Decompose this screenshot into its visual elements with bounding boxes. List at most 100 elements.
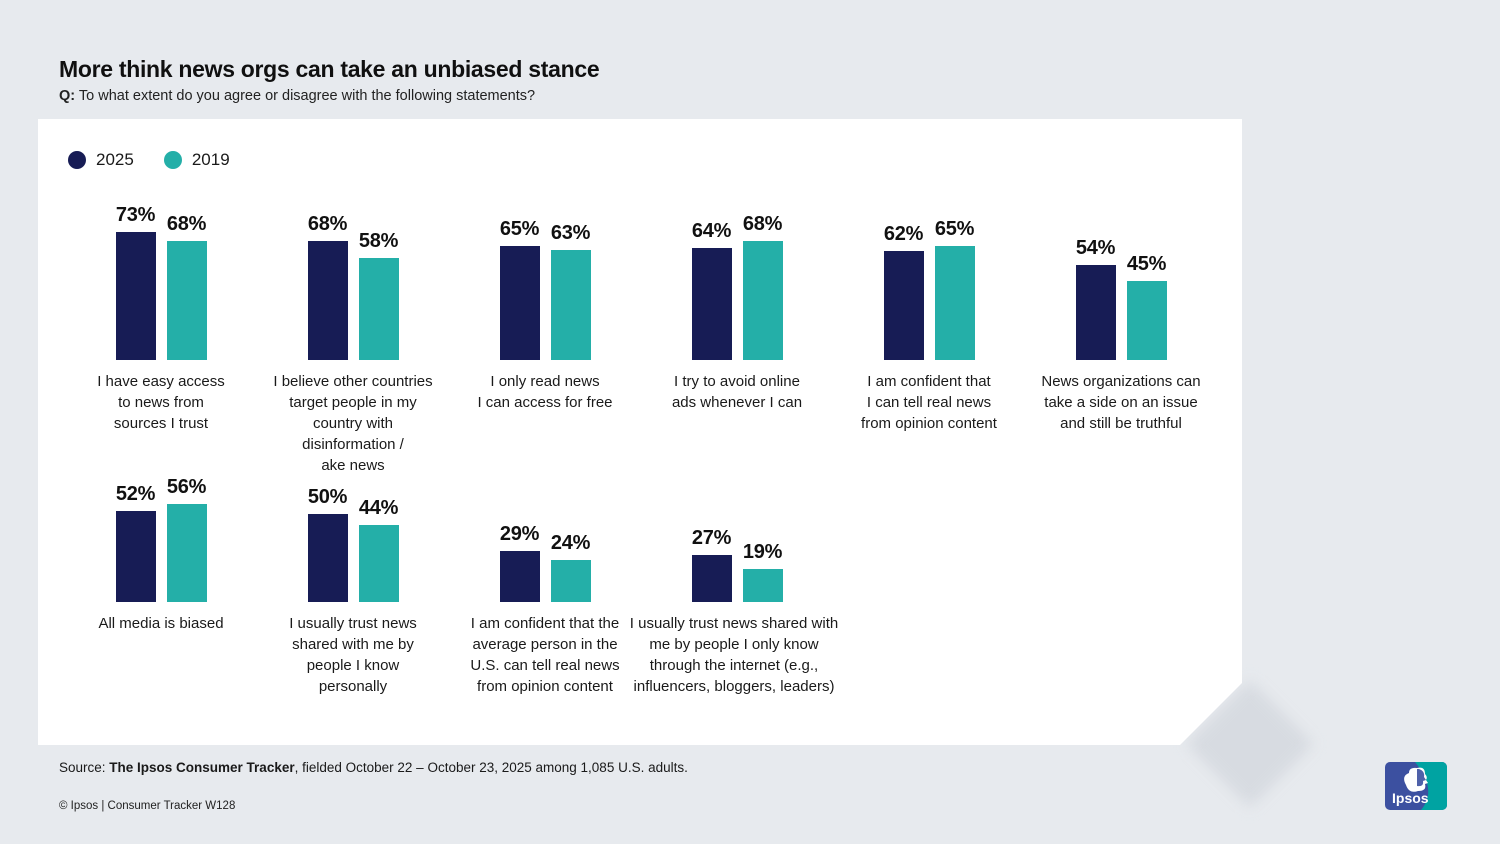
source-rest: , fielded October 22 – October 23, 2025 … [294,760,688,775]
chart-group: 27% 19% I usually trust news shared with m… [641,482,833,697]
value-label-2019: 68% [742,213,783,235]
group-label: I usually trust news shared with me by p… [289,615,417,695]
group-label: I am confident that I can tell real news… [861,373,997,432]
bar-2019 [167,504,207,602]
copyright-text: © Ipsos | Consumer Tracker W128 [59,800,236,812]
chart-row-1: 73% 68% I have easy access to news from so… [65,190,1217,476]
bar-column-2025: 50% [308,486,348,602]
chart-group: 65% 63% I only read news I can access for … [449,190,641,476]
legend: 2025 2019 [68,150,230,170]
value-label-2025: 64% [691,220,732,242]
value-label-2019: 24% [550,532,591,554]
bar-column-2019: 44% [359,497,399,602]
bar-column-2025: 27% [692,527,732,602]
logo-face-profile [1417,769,1426,787]
page-title: More think news orgs can take an unbiase… [59,56,600,82]
value-label-2019: 68% [166,213,207,235]
bar-pair: 68% 58% [308,190,399,360]
bar-column-2019: 45% [1127,253,1167,360]
legend-dot-2019 [164,151,182,169]
group-label: I try to avoid online ads whenever I can [671,373,803,411]
group-label: I only read news I can access for free [477,373,613,411]
bar-2025 [116,232,156,360]
logo-teal-half [1415,762,1447,810]
chart-row-2: 52% 56% All media is biased 50% 44% I usually… [65,482,833,697]
bar-column-2025: 68% [308,213,348,360]
chart-card: 2025 2019 73% 68% I have easy access to new… [38,119,1242,745]
chart-group: 73% 68% I have easy access to news from so… [65,190,257,476]
group-label: I am confident that the average person i… [470,615,620,695]
value-label-2019: 63% [550,222,591,244]
bar-2019 [359,258,399,360]
chart-group: 54% 45% News organizations can take a side… [1025,190,1217,476]
bar-column-2019: 58% [359,230,399,360]
legend-item-2025: 2025 [68,150,134,170]
source-prefix: Source: [59,760,110,775]
legend-label: 2019 [191,150,230,169]
value-label-2025: 27% [691,527,732,549]
group-label: I believe other countries target people … [273,373,433,474]
bar-column-2025: 64% [692,220,732,360]
value-label-2025: 62% [883,223,924,245]
question-body: To what extent do you agree or disagree … [75,88,536,104]
bar-column-2019: 68% [167,213,207,360]
question-text: Q: To what extent do you agree or disagr… [59,88,535,104]
bar-2019 [359,525,399,602]
legend-label: 2025 [96,150,134,169]
bar-column-2025: 62% [884,223,924,360]
bar-2025 [884,251,924,360]
value-label-2019: 45% [1126,253,1167,275]
value-label-2025: 68% [307,213,348,235]
bar-2019 [167,241,207,360]
bar-2025 [692,555,732,602]
source-line: Source: The Ipsos Consumer Tracker, fiel… [59,760,688,775]
bar-2025 [116,511,156,602]
value-label-2025: 29% [499,523,540,545]
bar-pair: 62% 65% [884,190,975,360]
bar-column-2025: 65% [500,218,540,360]
bar-2019 [551,250,591,360]
bar-pair: 29% 24% [500,482,591,602]
chart-group: 68% 58% I believe other countries target p… [257,190,449,476]
bar-pair: 27% 19% [692,482,783,602]
bar-pair: 50% 44% [308,482,399,602]
bar-column-2019: 65% [935,218,975,360]
legend-item-2019: 2019 [164,150,230,170]
bar-column-2019: 68% [743,213,783,360]
bar-2019 [551,560,591,602]
group-label: All media is biased [98,615,224,632]
bar-2025 [500,551,540,602]
bar-column-2019: 63% [551,222,591,360]
value-label-2019: 44% [358,497,399,519]
chart-group: 29% 24% I am confident that the average pe… [449,482,641,697]
question-prefix: Q: [59,88,76,104]
bar-2025 [1076,265,1116,360]
bar-pair: 64% 68% [692,190,783,360]
bar-2019 [743,569,783,602]
bar-column-2025: 52% [116,483,156,602]
value-label-2025: 52% [115,483,156,505]
chart-group: 50% 44% I usually trust news shared with m… [257,482,449,697]
logo-wordmark: Ipsos [1392,790,1429,806]
bar-pair: 54% 45% [1076,190,1167,360]
bar-2019 [935,246,975,360]
bar-column-2019: 24% [551,532,591,602]
bar-pair: 52% 56% [116,482,207,602]
bar-2019 [743,241,783,360]
bar-column-2019: 56% [167,476,207,602]
bar-2025 [308,241,348,360]
value-label-2019: 56% [166,476,207,498]
group-label: I usually trust news shared with me by p… [629,615,839,695]
group-label: I have easy access to news from sources … [97,373,225,432]
value-label-2025: 73% [115,204,156,226]
bar-column-2025: 73% [116,204,156,360]
bar-pair: 73% 68% [116,190,207,360]
value-label-2025: 65% [499,218,540,240]
bar-2025 [500,246,540,360]
value-label-2019: 58% [358,230,399,252]
bar-2019 [1127,281,1167,360]
legend-dot-2025 [68,151,86,169]
chart-group: 52% 56% All media is biased [65,482,257,697]
value-label-2019: 65% [934,218,975,240]
